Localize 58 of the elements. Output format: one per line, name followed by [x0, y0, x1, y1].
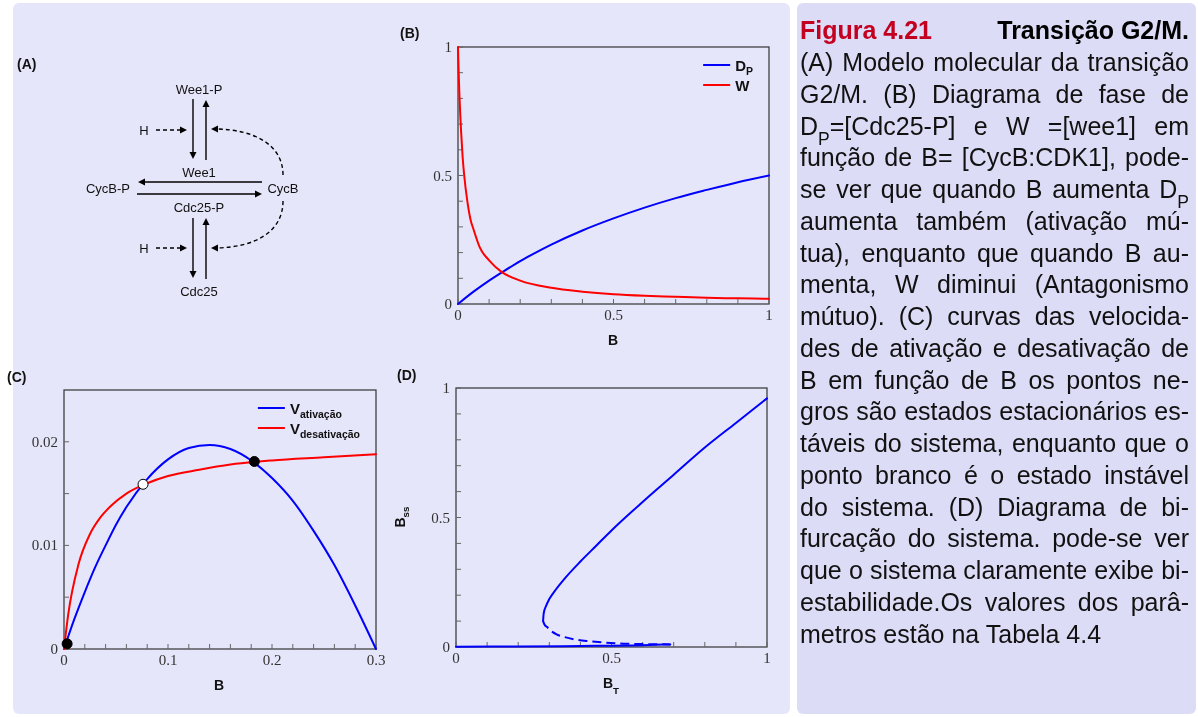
- y-tick-label: 1: [442, 380, 450, 396]
- text: (A) Modelo molecular da transição: [800, 48, 1189, 77]
- text: Cdc25: [180, 283, 218, 299]
- text: H: [139, 122, 149, 138]
- text: CycB-P: [85, 180, 131, 196]
- line-series: [457, 46, 770, 300]
- x-tick-label: 1: [763, 650, 771, 666]
- x-tick-label: 1: [765, 307, 773, 323]
- text: H: [139, 240, 149, 256]
- text: menta, W diminui (Antagonismo: [800, 270, 1189, 299]
- text: CycB: [267, 180, 299, 196]
- chart-title: (D): [397, 367, 417, 383]
- text: táveis do sistema, enquanto que o: [800, 429, 1189, 458]
- text: gros são estados estacionários es-: [800, 397, 1189, 426]
- point: [248, 455, 260, 467]
- text: des de ativação e desativação de: [800, 333, 1189, 362]
- text: metros estão na Tabela 4.4: [800, 619, 1102, 648]
- x-tick-label: 0.3: [366, 652, 386, 668]
- text: Wee1: [182, 164, 216, 180]
- text: do sistema. (D) Diagrama de bi-: [800, 492, 1189, 521]
- text: Figura 4.21: [800, 16, 933, 45]
- point: [61, 638, 73, 650]
- legend-label: D$_{P}$: [735, 56, 754, 77]
- text: B em função de B os pontos ne-: [800, 365, 1189, 394]
- y-tick-label: 1: [444, 39, 452, 55]
- text: estabilidade.Os valores dos parâ-: [800, 587, 1189, 616]
- text: Cdc25-P: [173, 199, 225, 215]
- x-tick-label: 0.2: [262, 652, 282, 668]
- point: [137, 478, 149, 490]
- text: mútuo). (C) curvas das velocida-: [800, 302, 1189, 331]
- legend-label: V$_{ativação}$: [289, 399, 342, 420]
- text: furcação do sistema. pode-se ver: [800, 524, 1189, 553]
- x-tick-label: 0: [454, 307, 462, 323]
- y-tick-label: 0: [444, 296, 452, 312]
- x-tick-label: 0.5: [602, 650, 621, 666]
- text: tua), enquanto que quando B au-: [800, 238, 1189, 267]
- text: G2/M. (B) Diagrama de fase de: [800, 79, 1189, 108]
- x-tick-label: 0: [60, 652, 68, 668]
- x-tick-label: 0.1: [158, 652, 178, 668]
- x-tick-label: 0.5: [604, 307, 623, 323]
- x-axis-title: B: [213, 677, 225, 693]
- x-axis-title: B: [607, 332, 619, 348]
- y-tick-label: 0.01: [31, 537, 58, 554]
- chart-title: (C): [7, 369, 27, 385]
- line-series: [457, 174, 770, 305]
- y-tick-label: 0: [442, 639, 450, 655]
- y-tick-label: 0.5: [433, 167, 452, 184]
- text: que o sistema claramente exibe bi-: [800, 556, 1189, 585]
- text: Transição G2/M.: [997, 16, 1189, 45]
- x-axis-title: B$_{T}$: [602, 675, 620, 696]
- legend-label: V$_{desativação}$: [289, 419, 361, 440]
- y-tick-label: 0.02: [31, 433, 58, 450]
- text: Wee1-P: [175, 81, 223, 97]
- y-tick-label: 0.5: [431, 509, 450, 526]
- text: ponto branco é o estado instável: [800, 460, 1189, 489]
- legend-label: W: [735, 76, 751, 94]
- text: (A): [17, 56, 37, 72]
- chart-title: (B): [400, 25, 420, 41]
